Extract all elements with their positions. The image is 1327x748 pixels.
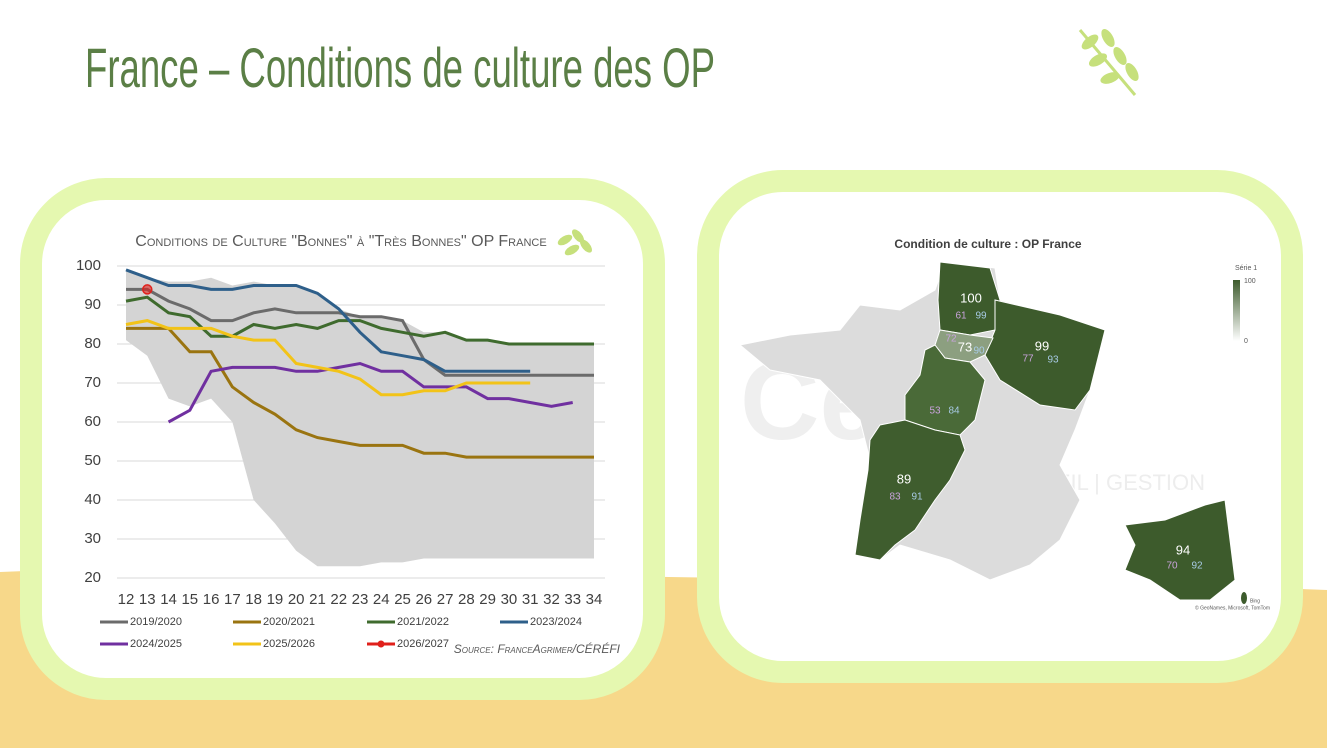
- y-tick-label: 80: [84, 335, 101, 352]
- region-sub-value: 77: [1022, 354, 1034, 365]
- map-legend-title: Série 1: [1235, 265, 1257, 272]
- y-tick-label: 30: [84, 530, 101, 547]
- map-attribution: © GeoNames, Microsoft, TomTom: [1195, 604, 1270, 611]
- series-line: [126, 326, 594, 459]
- series-line: [125, 319, 531, 397]
- x-tick-label: 31: [522, 591, 539, 608]
- map: Céréfi CONSEIL | GESTION 100619999779373…: [738, 261, 1247, 604]
- map-provider: Bing: [1250, 598, 1260, 604]
- x-tick-label: 32: [543, 591, 560, 608]
- y-tick-label: 40: [84, 491, 101, 508]
- legend-label: 2020/2021: [263, 616, 315, 628]
- map-legend-max: 100: [1244, 278, 1256, 285]
- x-tick-label: 21: [309, 591, 326, 608]
- x-tick-label: 26: [415, 591, 432, 608]
- map-legend-min: 0: [1244, 338, 1248, 345]
- x-tick-label: 34: [586, 591, 603, 608]
- series-line: [126, 287, 594, 377]
- legend-label: 2025/2026: [263, 638, 315, 650]
- region-sub-value: 92: [1191, 561, 1203, 572]
- legend-label: 2021/2022: [397, 616, 449, 628]
- range-band: [126, 269, 594, 567]
- region-sub-value: 53: [929, 406, 941, 417]
- region-sub-value: 70: [1166, 561, 1178, 572]
- x-tick-label: 29: [479, 591, 496, 608]
- x-tick-label: 30: [501, 591, 518, 608]
- map-region: [937, 261, 1001, 336]
- x-tick-label: 17: [224, 591, 241, 608]
- series-marker: [142, 284, 153, 295]
- y-tick-label: 70: [84, 374, 101, 391]
- region-sub-value: 90: [973, 346, 985, 357]
- region-value: 99: [1035, 338, 1049, 353]
- x-tick-label: 12: [118, 591, 135, 608]
- x-tick-label: 20: [288, 591, 305, 608]
- region-sub-value: 91: [911, 492, 923, 503]
- series-line: [125, 268, 531, 373]
- map-legend-scale: [1233, 280, 1240, 341]
- x-tick-label: 19: [267, 591, 284, 608]
- region-sub-value: 99: [975, 311, 987, 322]
- region-value: 89: [897, 471, 911, 486]
- legend-label: 2023/2024: [530, 616, 582, 628]
- x-tick-label: 23: [352, 591, 369, 608]
- y-tick-label: 90: [84, 296, 101, 313]
- region-value: 73: [958, 339, 972, 354]
- x-tick-label: 15: [181, 591, 198, 608]
- slide-title: France – Conditions de culture des OP: [85, 36, 715, 99]
- map-region: [854, 419, 966, 561]
- corsica: [1241, 592, 1247, 604]
- chart-leaf-icon: [557, 229, 592, 256]
- region-sub-value: 72: [945, 334, 957, 345]
- x-tick-label: 33: [564, 591, 581, 608]
- legend-label: 2026/2027: [397, 638, 449, 650]
- y-tick-label: 60: [84, 413, 101, 430]
- legend-marker: [377, 640, 385, 648]
- region-sub-value: 83: [889, 492, 901, 503]
- x-tick-label: 22: [330, 591, 347, 608]
- y-tick-label: 50: [84, 452, 101, 469]
- region-value: 100: [960, 290, 982, 305]
- region-sub-value: 61: [955, 311, 967, 322]
- leaf-icon: [1078, 28, 1139, 96]
- y-tick-label: 20: [84, 569, 101, 586]
- legend-label: 2019/2020: [130, 616, 182, 628]
- x-tick-label: 18: [245, 591, 262, 608]
- region-sub-value: 93: [1047, 355, 1059, 366]
- x-tick-label: 16: [203, 591, 220, 608]
- x-tick-label: 13: [139, 591, 156, 608]
- x-tick-label: 28: [458, 591, 475, 608]
- map-title: Condition de culture : OP France: [894, 237, 1081, 251]
- region-sub-value: 84: [948, 406, 960, 417]
- chart-source: Source: FranceAgrimer/CÉRÉFI: [454, 641, 621, 656]
- x-tick-label: 25: [394, 591, 411, 608]
- legend-label: 2024/2025: [130, 638, 182, 650]
- series-line: [167, 361, 573, 424]
- x-tick-label: 14: [160, 591, 177, 608]
- map-region: [1124, 499, 1236, 601]
- x-tick-label: 27: [437, 591, 454, 608]
- region-value: 94: [1176, 542, 1190, 557]
- chart-title: Conditions de Culture "Bonnes" à "Très B…: [135, 233, 547, 250]
- y-tick-label: 100: [76, 257, 101, 274]
- x-tick-label: 24: [373, 591, 390, 608]
